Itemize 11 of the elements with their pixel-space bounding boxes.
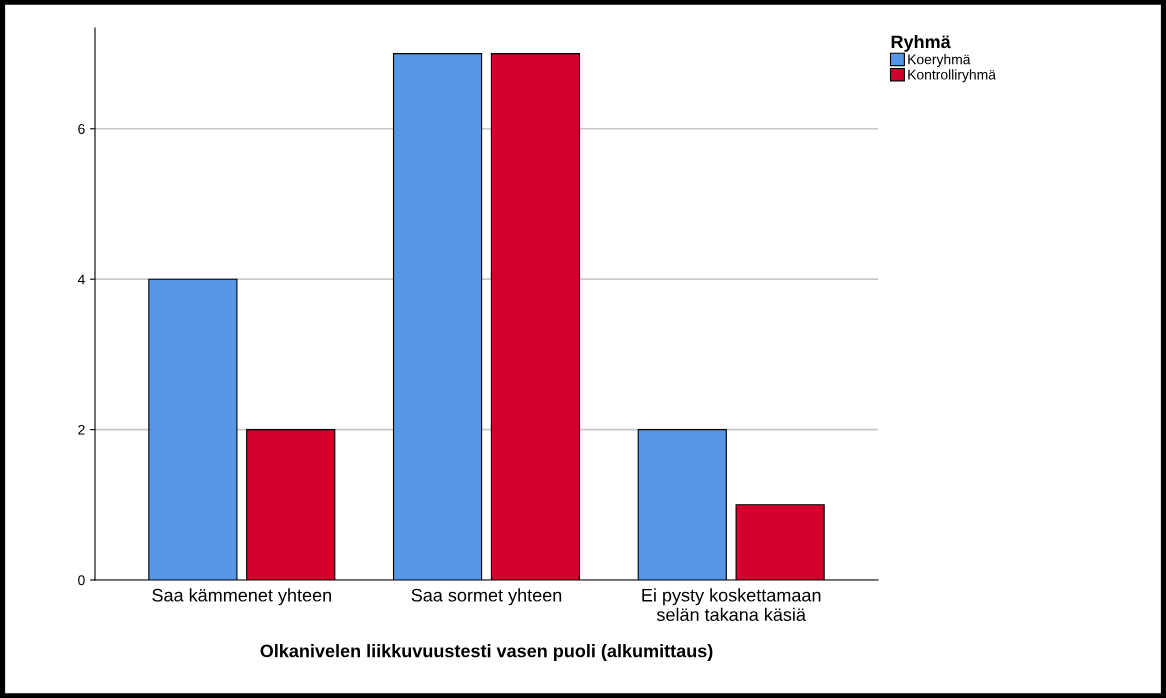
legend-title: Ryhmä	[891, 34, 951, 52]
y-tick-label: 0	[78, 575, 85, 586]
legend-label: Koeryhmä	[908, 54, 971, 68]
x-axis-title: Olkanivelen liikkuvuustesti vasen puoli (alkumittaus)	[260, 644, 713, 661]
y-tick-label: 6	[78, 124, 85, 134]
legend-label: Kontrolliryhmä	[908, 69, 996, 83]
x-tick-label: Ei pysty koskettamaan selän takana käsiä	[642, 588, 821, 622]
x-tick-label: Saa sormet yhteen	[411, 588, 562, 606]
y-tick-label: 4	[77, 274, 85, 285]
x-tick-label: Saa kämmenet yhteen	[152, 588, 331, 606]
y-tick-label: 2	[78, 424, 85, 435]
